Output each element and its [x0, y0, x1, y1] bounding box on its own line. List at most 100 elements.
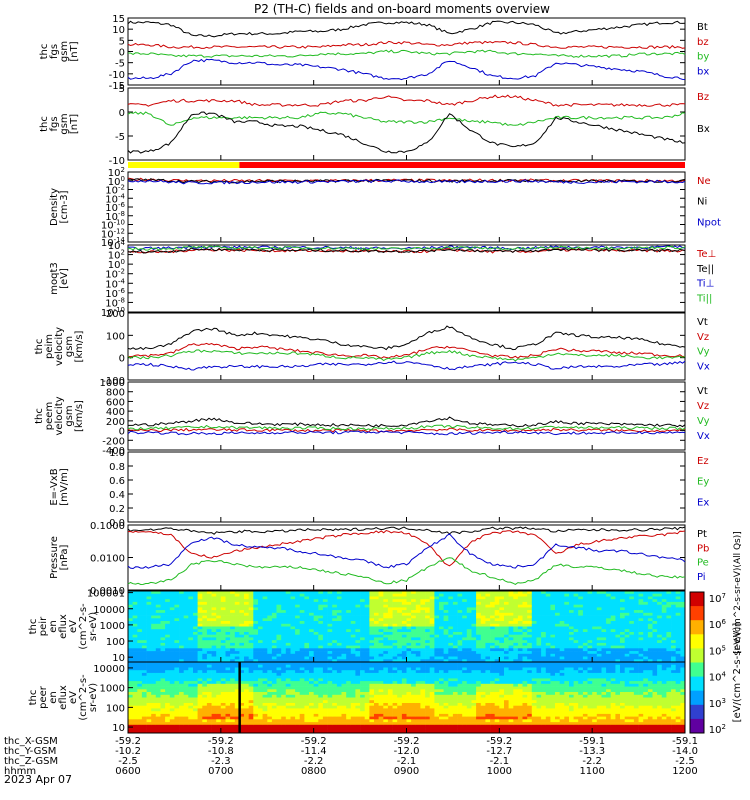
spectrogram-cell — [387, 730, 393, 734]
spectrogram-cell — [439, 632, 444, 636]
spectrogram-cell — [248, 700, 254, 704]
spectrogram-cell — [364, 727, 370, 731]
spectrogram-cell — [643, 634, 649, 638]
spectrogram-cell — [531, 629, 537, 633]
spectrogram-cell — [522, 612, 528, 616]
spectrogram-cell — [234, 593, 240, 597]
spectrogram-cell — [234, 656, 240, 660]
spectrogram-cell — [248, 632, 254, 636]
spectrogram-cell — [295, 651, 301, 655]
spectrogram-cell — [327, 675, 333, 679]
spectrogram-cell — [271, 716, 277, 720]
spectrogram-cell — [271, 697, 277, 701]
spectrogram-cell — [541, 612, 547, 616]
spectrogram-cell — [401, 634, 407, 638]
spectrogram-cell — [281, 648, 287, 652]
spectrogram-cell — [151, 591, 157, 595]
spectrogram-cell — [411, 607, 417, 611]
spectrogram-cell — [666, 612, 672, 616]
spectrogram-cell — [364, 601, 370, 605]
spectrogram-cell — [160, 623, 166, 627]
spectrogram-cell — [304, 629, 310, 633]
spectrogram-cell — [141, 664, 147, 668]
spectrogram-cell — [383, 716, 389, 720]
spectrogram-cell — [281, 607, 287, 611]
spectrogram-cell — [290, 615, 296, 619]
spectrogram-cell — [620, 618, 625, 622]
spectrogram-cell — [401, 604, 407, 608]
spectrogram-cell — [183, 716, 189, 720]
spectrogram-cell — [499, 615, 505, 619]
spectrogram-cell — [234, 719, 240, 723]
spectrogram-cell — [434, 651, 440, 655]
spectrogram-cell — [397, 615, 403, 619]
spectrogram-cell — [193, 615, 198, 619]
spectrogram-cell — [480, 656, 486, 660]
spectrogram-cell — [452, 610, 458, 614]
spectrogram-cell — [141, 656, 147, 660]
spectrogram-cell — [179, 615, 185, 619]
spectrogram-cell — [647, 629, 653, 633]
spectrogram-cell — [383, 722, 389, 726]
spectrogram-cell — [350, 591, 356, 595]
spectrogram-cell — [387, 724, 393, 728]
spectrogram-cell — [188, 642, 194, 646]
spectrogram-cell — [397, 705, 403, 709]
spectrogram-cell — [244, 604, 249, 608]
spectrogram-cell — [244, 626, 249, 630]
spectrogram-cell — [151, 662, 157, 666]
spectrogram-cell — [248, 653, 254, 657]
spectrogram-cell — [675, 656, 681, 660]
spectrogram-cell — [462, 591, 468, 595]
spectrogram-cell — [146, 651, 152, 655]
spectrogram-cell — [258, 604, 263, 608]
spectrogram-cell — [346, 656, 352, 660]
spectrogram-cell — [271, 621, 277, 625]
spectrogram-cell — [128, 662, 133, 666]
spectrogram-cell — [332, 703, 338, 707]
spectrogram-cell — [559, 651, 565, 655]
spectrogram-cell — [290, 675, 296, 679]
spectrogram-cell — [230, 634, 236, 638]
spectrogram-cell — [216, 678, 222, 682]
spectrogram-cell — [285, 724, 291, 728]
spectrogram-cell — [332, 683, 338, 687]
spectrogram-cell — [531, 591, 537, 595]
spectrogram-cell — [327, 694, 333, 698]
spectrogram-cell — [183, 599, 189, 603]
spectrogram-cell — [146, 713, 152, 717]
spectrogram-cell — [545, 621, 551, 625]
spectrogram-cell — [657, 637, 663, 641]
spectrogram-cell — [624, 648, 630, 652]
spectrogram-cell — [230, 675, 236, 679]
spectrogram-cell — [313, 656, 319, 660]
spectrogram-cell — [341, 637, 347, 641]
spectrogram-cell — [295, 727, 301, 731]
spectrogram-cell — [258, 637, 263, 641]
spectrogram-cell — [531, 656, 537, 660]
spectrogram-cell — [146, 610, 152, 614]
spectrogram-cell — [271, 675, 277, 679]
spectrogram-cell — [197, 659, 203, 663]
spectrogram-cell — [193, 618, 198, 622]
spectrogram-cell — [174, 596, 180, 600]
spectrogram-cell — [225, 700, 231, 704]
spectrogram-cell — [364, 697, 370, 701]
spectrogram-cell — [666, 629, 672, 633]
spectrogram-cell — [360, 713, 366, 717]
spectrogram-cell — [318, 703, 324, 707]
spectrogram-cell — [452, 645, 458, 649]
spectrogram-cell — [327, 672, 333, 676]
spectrogram-cell — [137, 724, 143, 728]
spectrogram-cell — [406, 656, 412, 660]
spectrogram-cell — [295, 678, 301, 682]
spectrogram-cell — [151, 664, 157, 668]
spectrogram-cell — [248, 703, 254, 707]
spectrogram-cell — [327, 653, 333, 657]
spectrogram-cell — [230, 640, 236, 644]
spectrogram-cell — [346, 604, 352, 608]
spectrogram-cell — [197, 719, 203, 723]
spectrogram-cell — [327, 667, 333, 671]
spectrogram-cell — [244, 686, 249, 690]
spectrogram-cell — [346, 672, 352, 676]
